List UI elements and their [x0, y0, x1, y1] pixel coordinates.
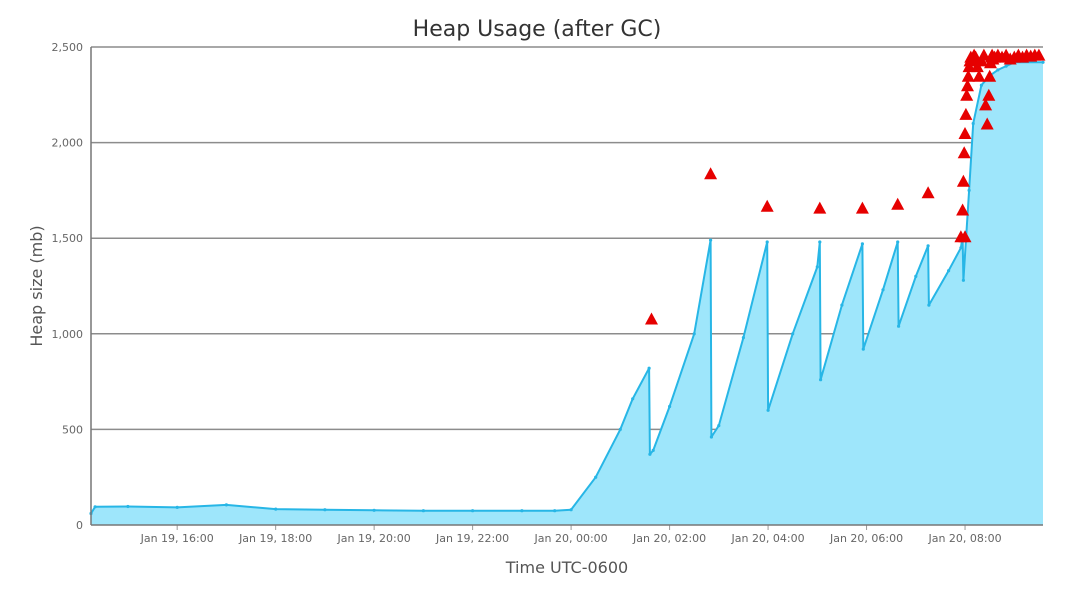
- x-axis-title: Time UTC-0600: [505, 558, 628, 577]
- heap-data-point: [1041, 60, 1045, 64]
- heap-data-point: [818, 240, 822, 244]
- x-tick-label: Jan 20, 04:00: [730, 532, 804, 545]
- gc-event-marker: [1032, 48, 1046, 61]
- gc-event-marker: [983, 69, 997, 82]
- heap-data-point: [881, 288, 885, 292]
- heap-data-point: [648, 452, 652, 456]
- heap-data-point: [766, 408, 770, 412]
- heap-area-fill: [91, 62, 1043, 526]
- heap-data-point: [947, 269, 951, 273]
- heap-data-point: [765, 240, 769, 244]
- gc-event-marker: [704, 167, 718, 180]
- heap-data-point: [996, 68, 1000, 72]
- gc-event-marker: [956, 174, 970, 187]
- heap-data-point: [897, 324, 901, 328]
- heap-data-point: [421, 509, 425, 513]
- heap-area-series: [89, 60, 1045, 526]
- heap-data-point: [979, 83, 984, 87]
- heap-data-point: [175, 505, 179, 509]
- heap-data-point: [631, 397, 635, 401]
- gc-event-marker: [958, 127, 972, 139]
- gc-event-marker: [979, 98, 993, 111]
- heap-data-point: [717, 424, 721, 428]
- x-tick-label: Jan 19, 20:00: [337, 532, 411, 545]
- gc-event-marker: [956, 203, 970, 216]
- gc-event-marker: [760, 199, 774, 212]
- y-tick-label: 2,000: [52, 137, 84, 150]
- gc-event-marker: [977, 48, 991, 61]
- y-tick-label: 0: [76, 519, 83, 532]
- heap-data-point: [914, 274, 918, 278]
- gc-event-marker: [982, 88, 996, 101]
- gc-event-marker: [891, 197, 905, 210]
- heap-data-point: [93, 505, 97, 509]
- heap-data-point: [967, 188, 971, 192]
- gc-event-marker: [958, 230, 972, 243]
- heap-data-point: [927, 303, 931, 307]
- gc-event-marker: [961, 69, 975, 82]
- gc-markers: [645, 48, 1046, 325]
- heap-data-point: [819, 378, 823, 382]
- heap-data-point: [224, 503, 228, 507]
- heap-data-point: [860, 242, 865, 246]
- heap-data-point: [961, 278, 966, 282]
- x-tick-label: Jan 19, 16:00: [140, 532, 214, 545]
- gc-event-marker: [855, 201, 869, 214]
- y-tick-label: 1,000: [52, 328, 84, 341]
- gc-event-marker: [972, 69, 986, 82]
- x-tick-label: Jan 20, 02:00: [632, 532, 706, 545]
- heap-data-point: [647, 366, 651, 370]
- heap-data-point: [709, 435, 714, 439]
- gc-event-marker: [961, 79, 974, 92]
- y-tick-label: 1,500: [52, 232, 84, 245]
- x-tick-label: Jan 19, 22:00: [435, 532, 509, 545]
- heap-data-point: [959, 246, 963, 250]
- axes: [90, 47, 1043, 530]
- gc-event-marker: [921, 186, 935, 199]
- heap-data-point: [896, 240, 900, 244]
- heap-data-point: [815, 265, 819, 269]
- y-axis-title: Heap size (mb): [27, 225, 46, 346]
- tick-labels: 0 500 1,000 1,500 2,000 2,500 Jan 19, 16:00 Jan…: [52, 41, 1002, 545]
- x-tick-label: Jan 19, 18:00: [238, 532, 312, 545]
- heap-data-point: [594, 475, 598, 479]
- heap-data-point: [861, 347, 865, 351]
- heap-data-point: [971, 121, 975, 126]
- heap-data-point: [1004, 64, 1008, 68]
- heap-data-point: [651, 448, 655, 452]
- heap-data-point: [520, 509, 524, 513]
- heap-data-point: [126, 504, 130, 509]
- heap-data-point: [618, 427, 622, 431]
- y-tick-label: 500: [62, 423, 83, 436]
- heap-data-point: [791, 332, 795, 336]
- x-tick-label: Jan 20, 00:00: [534, 532, 608, 545]
- heap-data-point: [323, 508, 327, 512]
- heap-data-point: [553, 509, 557, 513]
- heap-line: [90, 61, 1043, 515]
- gc-event-marker: [980, 117, 994, 130]
- x-tick-label: Jan 20, 08:00: [927, 532, 1001, 545]
- gc-event-marker: [813, 201, 827, 214]
- heap-data-point: [569, 508, 573, 512]
- heap-data-point: [692, 332, 696, 336]
- gc-event-marker: [959, 107, 973, 120]
- heap-data-point: [372, 508, 376, 512]
- heap-data-point: [709, 238, 713, 242]
- heap-data-point: [840, 303, 844, 307]
- y-tick-label: 2,500: [52, 41, 84, 54]
- heap-data-point: [926, 244, 930, 248]
- gc-event-marker: [645, 312, 658, 325]
- heap-data-point: [741, 336, 746, 340]
- heap-data-point: [471, 509, 475, 513]
- gc-event-marker: [957, 146, 971, 159]
- heap-data-point: [274, 507, 278, 511]
- chart-title: Heap Usage (after GC): [413, 17, 662, 42]
- heap-data-point: [668, 404, 672, 409]
- gc-event-marker: [960, 88, 974, 101]
- x-tick-label: Jan 20, 06:00: [829, 532, 903, 545]
